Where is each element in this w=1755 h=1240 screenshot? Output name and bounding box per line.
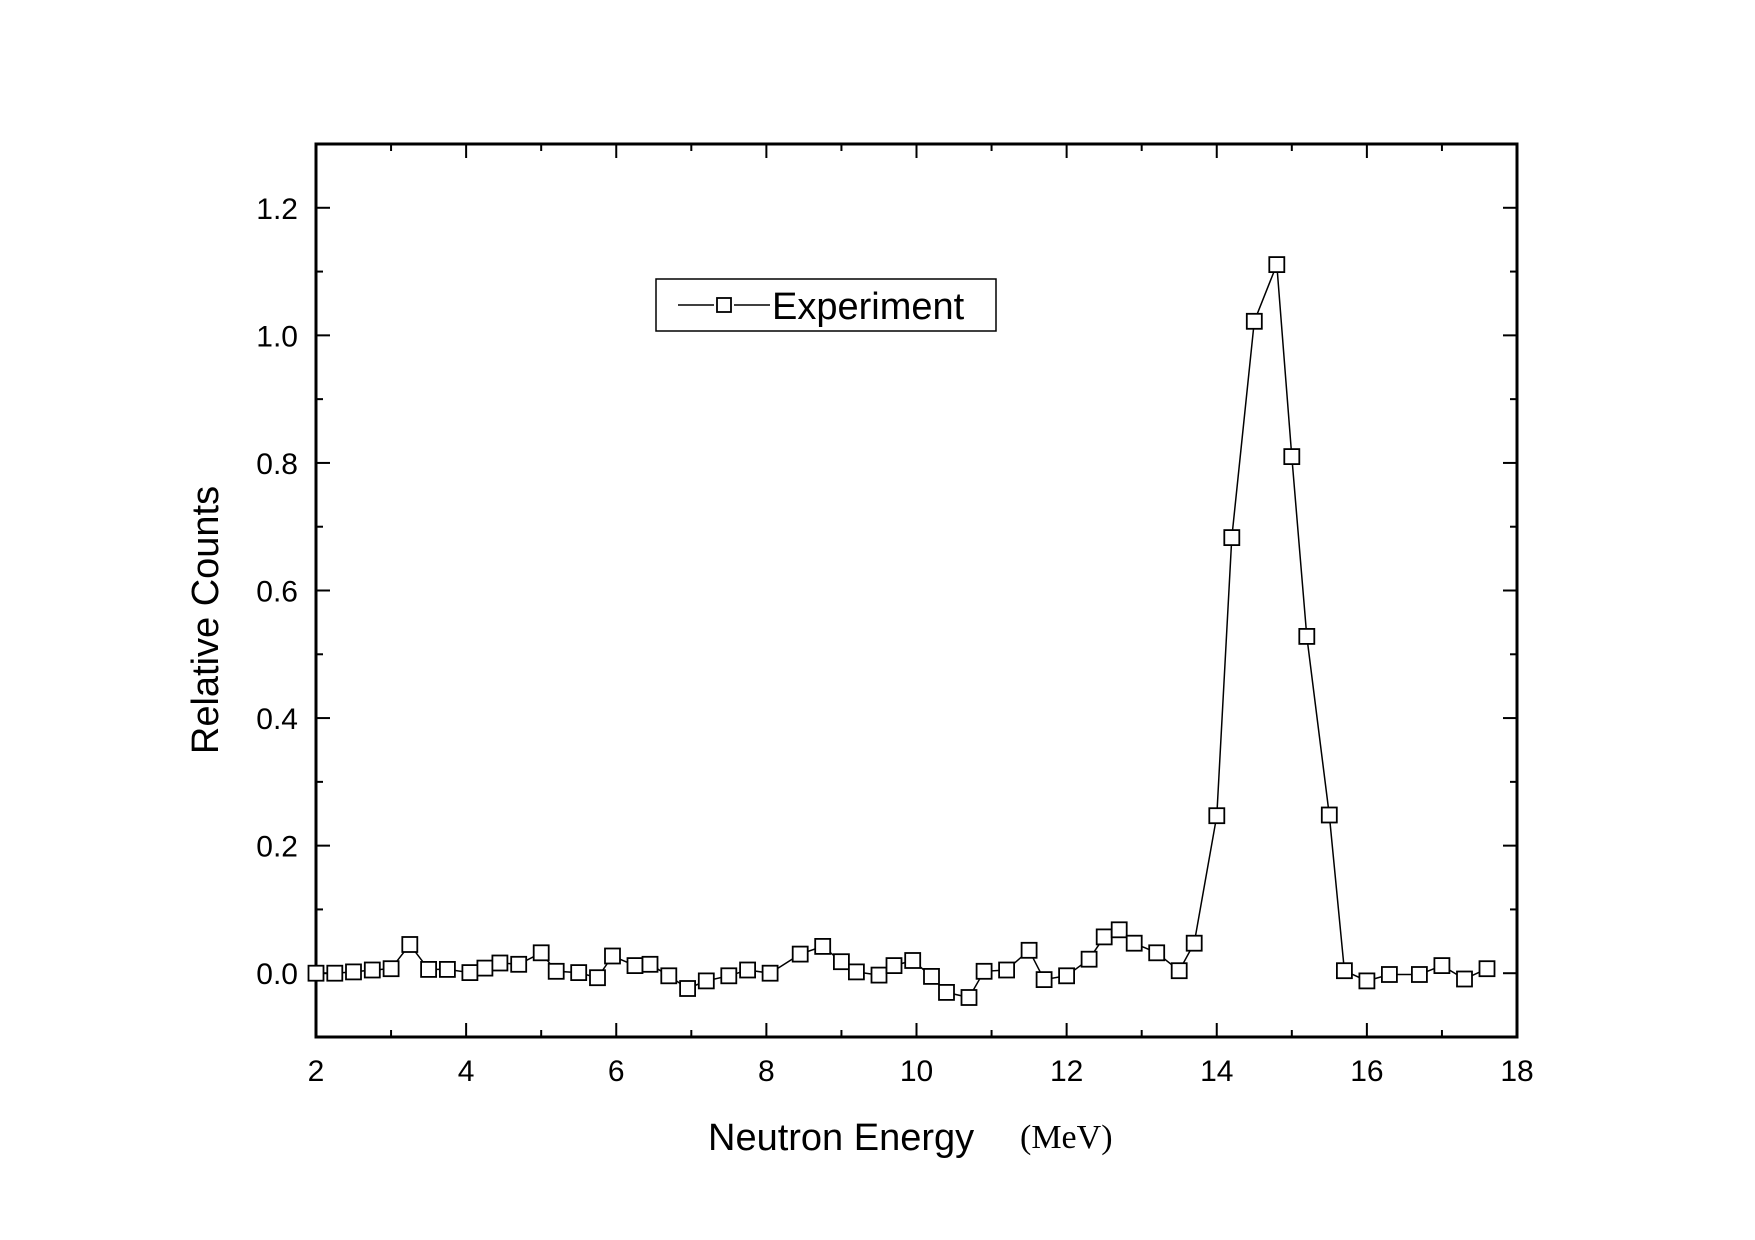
data-point [326,964,344,982]
data-point [532,944,550,962]
data-point [848,963,865,981]
data-point [791,945,809,963]
x-axis-unit: (MeV) [1020,1119,1113,1156]
data-point [833,953,850,971]
axis-tick-labels: 2 4 6 8 10 12 14 16 18 0.0 0.2 0.4 0.6 0.8 1.0 1.2 [256,193,1533,1088]
axis-ticks [315,143,1518,1038]
y-tick-label: 1.0 [256,320,298,353]
data-point [1245,312,1263,330]
data-point [975,962,993,980]
data-point [626,957,644,974]
x-tick-label: 10 [900,1055,933,1088]
legend-entry-experiment: Experiment [772,286,965,328]
data-point [438,961,456,978]
x-tick-label: 14 [1200,1055,1233,1088]
data-point [1478,960,1496,978]
data-point [870,966,888,984]
data-point [1433,957,1451,974]
data-point [1170,962,1188,980]
data-point [904,952,922,969]
data-point [739,961,756,979]
data-point [1035,971,1053,988]
x-tick-label: 12 [1050,1055,1083,1088]
y-tick-label: 0.0 [256,958,298,991]
data-point [998,961,1015,979]
data-point [604,947,621,965]
data-point [885,957,903,974]
data-point [345,963,362,981]
data-point [1456,970,1473,988]
data-point [938,984,955,1001]
data-point [510,955,528,973]
data-point [1020,941,1038,959]
data-point [1298,628,1316,645]
x-tick-label: 2 [308,1055,325,1088]
data-point [641,955,659,973]
y-tick-label: 0.4 [256,703,298,736]
x-tick-label: 6 [608,1055,625,1088]
data-point [1095,928,1113,946]
data-point [382,960,400,978]
series-markers [307,256,1496,1006]
y-tick-label: 0.8 [256,448,298,481]
data-point [720,967,738,985]
data-point [476,959,494,977]
data-point [1208,807,1226,825]
x-tick-label: 18 [1500,1055,1533,1088]
x-tick-label: 4 [458,1055,475,1088]
data-point [363,961,381,979]
data-point [1080,950,1098,968]
data-point [697,972,715,990]
data-point [547,962,565,980]
legend: Experiment [655,278,997,332]
data-point [401,936,419,953]
data-point [1148,944,1166,962]
data-point [660,967,678,985]
plot-frame [314,142,1519,1039]
data-point [1058,967,1075,985]
data-point [960,989,978,1006]
y-tick-label: 0.6 [256,576,298,609]
data-point [1125,934,1143,952]
x-tick-label: 16 [1350,1055,1383,1088]
y-axis-label: Relative Counts [185,486,227,754]
data-point [589,969,606,987]
data-point [461,964,479,981]
legend-marker [716,297,732,313]
data-point [1223,529,1241,546]
data-point [923,968,940,985]
data-point [1336,962,1353,980]
data-point [1268,256,1286,274]
data-point [1320,806,1338,824]
x-axis-label: Neutron Energy [708,1117,974,1159]
data-point [570,964,588,981]
data-point [307,964,325,982]
data-point [814,938,832,955]
data-point [1110,921,1128,939]
data-point [1411,966,1428,983]
data-point [1381,966,1398,983]
data-point [491,954,509,972]
data-point [1283,448,1301,466]
data-point [761,964,779,982]
x-tick-label: 8 [758,1055,775,1088]
data-point [420,961,438,978]
data-point [1185,934,1203,952]
data-point [679,980,696,997]
y-tick-label: 0.2 [256,831,298,864]
y-tick-label: 1.2 [256,193,298,226]
data-point [1358,972,1376,990]
